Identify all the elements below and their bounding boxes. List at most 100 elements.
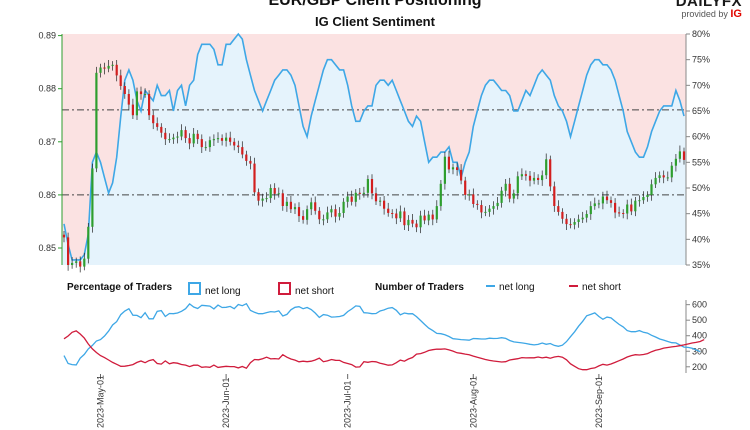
candle-body: [597, 203, 600, 205]
candle-body: [658, 175, 661, 178]
candle: [127, 89, 130, 111]
candle: [443, 151, 446, 190]
candle: [650, 179, 653, 201]
candle: [172, 133, 175, 144]
bottom-right-tick-label: 200: [692, 362, 707, 372]
candle-body: [168, 139, 171, 141]
candle-body: [532, 177, 536, 181]
candle: [245, 150, 248, 166]
candle: [609, 196, 613, 208]
candle-body: [605, 196, 609, 201]
candle-body: [253, 163, 256, 193]
candle: [545, 153, 548, 179]
candle-body: [387, 208, 390, 213]
candle: [569, 218, 572, 229]
candle-body: [334, 209, 337, 217]
candle: [605, 190, 609, 204]
candle: [557, 200, 560, 216]
legend-number-title: Number of Traders: [375, 282, 464, 293]
candle: [500, 186, 503, 208]
candle-body: [71, 262, 74, 265]
x-tick-label: 2023-Aug-01: [468, 376, 478, 428]
candle-body: [678, 151, 681, 159]
candle: [168, 133, 171, 143]
candle-body: [492, 206, 495, 209]
candle-body: [79, 261, 82, 267]
candle: [135, 87, 138, 120]
candle-body: [123, 86, 126, 94]
candle-body: [589, 206, 592, 215]
left-tick-label: 0.89: [38, 31, 56, 41]
candle: [196, 130, 199, 144]
candle-body: [622, 213, 625, 214]
candle-body: [176, 136, 179, 138]
candle: [241, 141, 244, 159]
candle-body: [95, 72, 98, 169]
candle: [476, 200, 479, 210]
candle: [634, 197, 637, 217]
candle: [180, 124, 183, 141]
candle: [144, 88, 147, 98]
candle-body: [289, 201, 292, 210]
candle-body: [403, 211, 406, 226]
candle-body: [326, 212, 329, 220]
candle: [451, 163, 455, 175]
candle: [435, 200, 438, 223]
candle: [423, 209, 426, 225]
candle: [379, 197, 382, 207]
candle: [330, 205, 333, 218]
candle-body: [346, 196, 349, 202]
candle: [302, 210, 305, 224]
candle-body: [322, 219, 325, 221]
candle-body: [277, 193, 280, 195]
candle-body: [460, 169, 463, 181]
candle: [622, 209, 625, 219]
candle-body: [310, 202, 313, 210]
candle-body: [561, 211, 564, 219]
right-tick-label: 65%: [692, 106, 710, 116]
candle-body: [374, 193, 378, 202]
candle-body: [257, 192, 260, 201]
candle-body: [103, 67, 106, 69]
candle-body: [516, 176, 519, 194]
provider-name: IG: [730, 8, 742, 20]
candle-body: [379, 200, 382, 202]
candle-body: [75, 261, 78, 263]
candle: [593, 197, 596, 210]
candle: [646, 191, 649, 202]
x-tick-label: 2023-Sep-01: [594, 376, 604, 428]
candle-body: [601, 196, 604, 204]
candle-body: [395, 213, 398, 219]
candle: [115, 60, 118, 82]
candle-body: [399, 211, 402, 219]
net-long-area: [62, 34, 686, 265]
candle: [188, 133, 191, 150]
candle-body: [500, 190, 503, 203]
legend-pct-net-short: net short: [278, 282, 334, 297]
bottom-right-tick-label: 600: [692, 300, 707, 310]
candle-body: [537, 177, 540, 180]
legend: Percentage of Traders net long net short…: [0, 282, 750, 297]
candle-body: [366, 179, 369, 193]
candle-body: [577, 219, 580, 222]
candle-body: [427, 214, 430, 221]
candle-body: [614, 202, 617, 213]
candle: [212, 134, 215, 146]
candle-body: [391, 213, 394, 214]
candle: [289, 196, 292, 213]
candle-body: [245, 154, 248, 161]
candle: [253, 157, 256, 196]
candle-body: [415, 223, 418, 228]
candle: [277, 187, 280, 198]
candle-body: [144, 94, 147, 95]
candle: [293, 203, 297, 214]
candle: [350, 190, 353, 206]
candle: [488, 205, 491, 217]
candle: [285, 197, 288, 212]
right-tick-label: 50%: [692, 183, 710, 193]
candle-body: [480, 205, 483, 213]
candle-body: [314, 202, 317, 211]
candle-body: [423, 215, 426, 221]
candle: [496, 197, 499, 210]
